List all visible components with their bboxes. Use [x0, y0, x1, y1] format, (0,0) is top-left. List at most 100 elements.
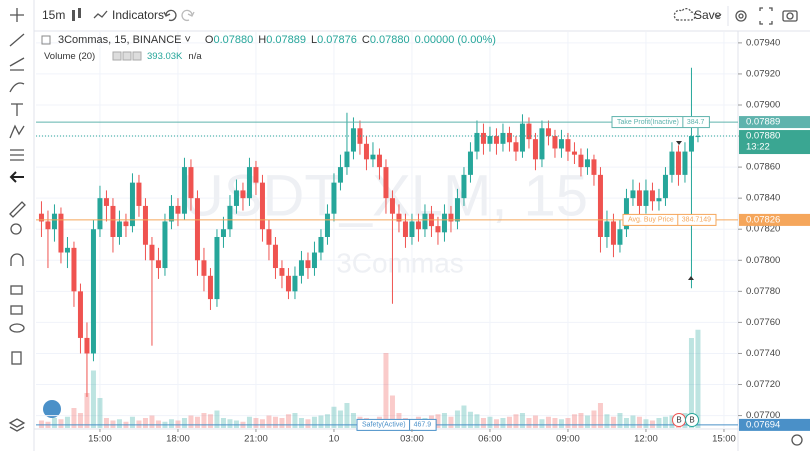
volume-bar: [695, 329, 701, 428]
fullscreen-button[interactable]: [759, 7, 773, 25]
object-tree[interactable]: [8, 418, 26, 432]
volume-bar: [110, 420, 116, 428]
save-button[interactable]: Save: [694, 8, 722, 22]
brush-tool[interactable]: [9, 82, 25, 93]
interval-button[interactable]: 15m: [42, 8, 65, 22]
level-amount: 384.7: [687, 119, 705, 126]
indicators-button[interactable]: Indicators: [112, 8, 164, 22]
redo-button[interactable]: [181, 9, 195, 22]
candle-body: [142, 205, 148, 245]
candle-body: [246, 167, 252, 199]
candle-body: [532, 139, 538, 160]
volume-bar: [350, 413, 356, 428]
delete-tool[interactable]: [11, 351, 22, 365]
candle-body: [51, 213, 57, 230]
candle-body: [649, 190, 655, 202]
trend-line-tool[interactable]: [9, 33, 25, 47]
volume-bar: [597, 403, 603, 428]
volume-bar: [383, 353, 389, 428]
level-label-box: [611, 116, 710, 129]
prediction-tool[interactable]: [10, 149, 24, 161]
volume-name: Volume (20): [44, 51, 95, 62]
candle-body: [162, 221, 168, 269]
volume-bar: [285, 414, 291, 428]
volume-bar: [448, 416, 454, 428]
undo-button[interactable]: [163, 9, 177, 22]
level-price-label: 0.07889: [746, 117, 780, 128]
volume-bar: [539, 419, 545, 428]
candle-body: [623, 198, 629, 230]
volume-bar: [142, 418, 148, 428]
candle-body: [571, 151, 577, 155]
legend-button[interactable]: [132, 51, 142, 61]
y-tick-label: 0.07940: [746, 37, 780, 48]
volume-bar: [610, 416, 616, 428]
candle-body: [116, 221, 122, 237]
candle-body: [467, 151, 473, 175]
lock-tool[interactable]: [10, 285, 23, 295]
candle-body: [552, 136, 558, 149]
volume-bar: [136, 420, 142, 428]
volume-bar: [58, 419, 64, 428]
candle-body: [656, 198, 662, 202]
back-tool[interactable]: [9, 171, 24, 183]
change-value: 0.00000 (0.00%): [415, 34, 496, 46]
visibility-tool[interactable]: [9, 323, 25, 333]
legend-button[interactable]: [112, 51, 122, 61]
drawing-toolbar: [8, 8, 61, 432]
pattern-tool[interactable]: [9, 124, 25, 139]
candle-body: [474, 132, 480, 152]
y-tick-label: 0.07900: [746, 100, 780, 111]
save-menu[interactable]: [714, 13, 722, 18]
volume-bar: [558, 419, 564, 428]
level-label-box: [356, 418, 437, 431]
candle-body: [584, 159, 590, 168]
chart-type-button[interactable]: [72, 8, 81, 21]
settings-button[interactable]: [735, 10, 747, 22]
y-tick-label: 0.07780: [746, 286, 780, 297]
watermark-brand: 3Commas: [336, 247, 464, 278]
magnet-tool[interactable]: [10, 253, 24, 266]
volume-bar: [324, 414, 330, 428]
candle-body: [149, 244, 155, 261]
candle-body: [84, 337, 90, 354]
axes: 0.07700 0.07720 0.07740 0.07760 0.07780 0.078…: [88, 37, 810, 445]
candle-body: [168, 205, 174, 222]
candle-body: [682, 151, 688, 175]
x-tick-label: 06:00: [478, 434, 502, 445]
zoom-tool[interactable]: [10, 223, 22, 235]
x-tick-label: 09:00: [556, 434, 580, 445]
unlock-tool[interactable]: [10, 305, 23, 315]
fib-tool[interactable]: [9, 57, 25, 71]
volume-bar: [188, 415, 194, 428]
candle-body: [214, 236, 220, 300]
legend-line: 3Commas, 15, BINANCE ˅ O0.07880 H0.07889 L0.…: [58, 34, 496, 46]
cloud-icon[interactable]: [673, 7, 696, 21]
indicators-icon[interactable]: [93, 10, 108, 19]
axis-settings-button[interactable]: [791, 434, 803, 446]
candle-body: [38, 213, 44, 222]
crosshair-tool[interactable]: [10, 8, 24, 22]
ohlc-label: C: [362, 34, 370, 46]
candle-body: [480, 132, 486, 144]
x-tick-label: 15:00: [88, 434, 112, 445]
order-arrow: [688, 276, 694, 280]
3commas-logo[interactable]: [43, 400, 61, 418]
x-tick-label: 12:00: [634, 434, 658, 445]
legend-button[interactable]: [122, 51, 132, 61]
candle-body: [610, 221, 616, 245]
candle-body: [688, 136, 694, 152]
candle-body: [402, 221, 408, 237]
text-tool[interactable]: [11, 103, 23, 116]
candle-body: [695, 136, 701, 138]
screenshot-button[interactable]: [782, 10, 798, 22]
volume-bar: [155, 420, 161, 428]
measure-tool[interactable]: [9, 201, 26, 218]
volume-bar: [643, 419, 649, 428]
volume-bar: [649, 420, 655, 428]
volume-bar: [545, 416, 551, 428]
symbol-name: 3Commas, 15, BINANCE: [58, 34, 181, 46]
candle-body: [344, 151, 350, 168]
countdown-label: 13:22: [746, 142, 770, 153]
level-price-tag: [739, 213, 810, 226]
